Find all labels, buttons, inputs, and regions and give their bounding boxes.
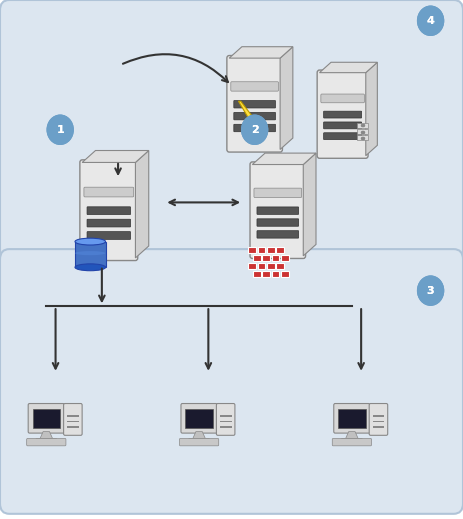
FancyBboxPatch shape	[80, 160, 138, 261]
FancyBboxPatch shape	[63, 404, 82, 435]
FancyBboxPatch shape	[189, 439, 209, 443]
FancyBboxPatch shape	[338, 409, 366, 428]
FancyBboxPatch shape	[272, 255, 279, 261]
FancyBboxPatch shape	[258, 248, 265, 253]
FancyBboxPatch shape	[250, 162, 306, 258]
FancyBboxPatch shape	[357, 129, 368, 134]
FancyBboxPatch shape	[234, 124, 275, 132]
Polygon shape	[82, 151, 149, 162]
FancyBboxPatch shape	[324, 133, 362, 140]
FancyBboxPatch shape	[84, 187, 134, 197]
Ellipse shape	[75, 264, 106, 271]
FancyBboxPatch shape	[317, 70, 368, 158]
FancyBboxPatch shape	[324, 111, 362, 118]
FancyBboxPatch shape	[67, 415, 79, 417]
Text: 2: 2	[251, 125, 258, 135]
FancyBboxPatch shape	[253, 271, 261, 277]
FancyBboxPatch shape	[373, 415, 384, 417]
FancyBboxPatch shape	[67, 426, 79, 428]
Polygon shape	[319, 62, 377, 73]
Polygon shape	[252, 153, 316, 165]
FancyBboxPatch shape	[276, 263, 284, 269]
FancyBboxPatch shape	[369, 404, 388, 435]
Text: 1: 1	[56, 125, 64, 135]
Circle shape	[418, 6, 444, 35]
Circle shape	[242, 115, 268, 144]
FancyBboxPatch shape	[272, 271, 279, 277]
FancyBboxPatch shape	[257, 230, 299, 238]
FancyBboxPatch shape	[281, 271, 288, 277]
FancyBboxPatch shape	[220, 415, 232, 417]
FancyBboxPatch shape	[267, 263, 275, 269]
FancyBboxPatch shape	[0, 249, 463, 514]
FancyBboxPatch shape	[87, 219, 131, 227]
FancyBboxPatch shape	[342, 439, 362, 443]
FancyBboxPatch shape	[220, 426, 232, 428]
FancyBboxPatch shape	[334, 404, 370, 433]
FancyBboxPatch shape	[258, 263, 265, 269]
Circle shape	[47, 115, 73, 144]
Text: 4: 4	[426, 16, 435, 26]
Polygon shape	[192, 432, 206, 440]
FancyBboxPatch shape	[253, 255, 261, 261]
FancyBboxPatch shape	[324, 122, 362, 129]
FancyBboxPatch shape	[234, 113, 275, 120]
Polygon shape	[366, 62, 377, 156]
Polygon shape	[345, 432, 359, 440]
Polygon shape	[280, 47, 293, 149]
Ellipse shape	[75, 251, 106, 255]
FancyBboxPatch shape	[27, 439, 66, 446]
FancyBboxPatch shape	[321, 94, 364, 103]
FancyBboxPatch shape	[373, 426, 384, 428]
Polygon shape	[303, 153, 316, 256]
Text: 3: 3	[427, 285, 434, 296]
FancyBboxPatch shape	[87, 207, 131, 214]
FancyBboxPatch shape	[373, 420, 384, 422]
FancyBboxPatch shape	[75, 242, 106, 267]
Circle shape	[418, 276, 444, 305]
FancyBboxPatch shape	[249, 263, 256, 269]
FancyBboxPatch shape	[227, 56, 282, 152]
FancyBboxPatch shape	[87, 231, 131, 239]
Polygon shape	[39, 432, 53, 440]
Polygon shape	[238, 101, 259, 143]
FancyBboxPatch shape	[254, 188, 301, 198]
Text: 3: 3	[427, 285, 434, 296]
FancyBboxPatch shape	[216, 404, 235, 435]
Text: 2: 2	[251, 125, 258, 135]
FancyBboxPatch shape	[281, 255, 288, 261]
FancyBboxPatch shape	[32, 409, 60, 428]
FancyBboxPatch shape	[267, 248, 275, 253]
FancyBboxPatch shape	[357, 135, 368, 140]
Circle shape	[47, 115, 73, 144]
Ellipse shape	[75, 238, 106, 245]
Text: 4: 4	[426, 16, 435, 26]
FancyBboxPatch shape	[249, 248, 256, 253]
FancyBboxPatch shape	[67, 420, 79, 422]
FancyBboxPatch shape	[36, 439, 56, 443]
FancyBboxPatch shape	[263, 255, 270, 261]
FancyBboxPatch shape	[257, 219, 299, 226]
Polygon shape	[135, 151, 149, 258]
FancyBboxPatch shape	[276, 248, 284, 253]
FancyBboxPatch shape	[234, 101, 275, 108]
FancyBboxPatch shape	[220, 420, 232, 422]
FancyBboxPatch shape	[0, 0, 463, 260]
Circle shape	[418, 276, 444, 305]
FancyBboxPatch shape	[181, 404, 217, 433]
Text: 1: 1	[56, 125, 64, 135]
FancyBboxPatch shape	[357, 123, 368, 128]
FancyBboxPatch shape	[185, 409, 213, 428]
FancyBboxPatch shape	[180, 439, 219, 446]
Circle shape	[242, 115, 268, 144]
FancyBboxPatch shape	[231, 82, 279, 91]
Polygon shape	[229, 47, 293, 58]
Circle shape	[418, 6, 444, 35]
FancyBboxPatch shape	[257, 207, 299, 214]
FancyBboxPatch shape	[263, 271, 270, 277]
FancyBboxPatch shape	[28, 404, 64, 433]
FancyBboxPatch shape	[332, 439, 371, 446]
